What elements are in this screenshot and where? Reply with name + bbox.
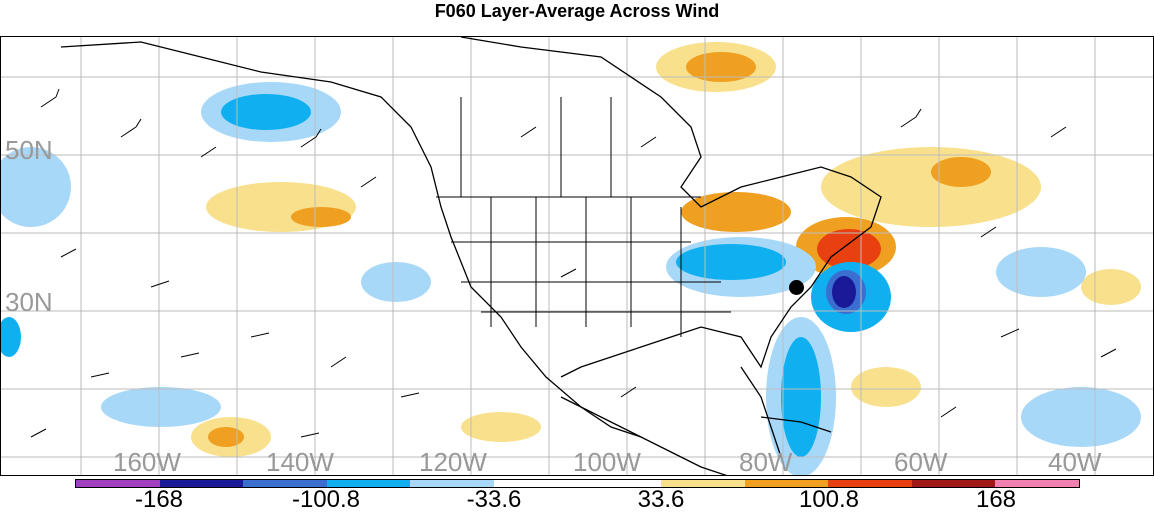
colorbar-segment [493,480,578,487]
lon-label-160w: 160W [113,447,181,476]
map-canvas [1,37,1153,475]
coastlines [60,37,882,475]
colorbar-label-neg33-6: -33.6 [466,486,522,513]
colorbar-segment [326,480,411,487]
colorbar-label-168: 168 [975,486,1017,513]
lon-label-140w: 140W [266,447,334,476]
lon-label-120w: 120W [419,447,487,476]
lon-label-100w: 100W [573,447,641,476]
colorbar-segment [410,480,494,487]
colorbar-segment [76,480,160,487]
lat-label-30n: 30N [5,287,53,317]
colorbar-segment [577,480,662,487]
anomaly-shading [1,42,1141,475]
colorbar-label-neg168: -168 [134,486,184,513]
colorbar-segment [911,480,996,487]
map-title: F060 Layer-Average Across Wind [434,1,720,21]
colorbar-label-100-8: 100.8 [798,486,860,513]
lon-label-60w: 60W [894,447,948,476]
colorbar-segment [744,480,829,487]
lon-label-80w: 80W [739,447,793,476]
colorbar-label-neg100-8: -100.8 [291,486,361,513]
lat-label-50n: 50N [5,135,53,165]
lon-label-40w: 40W [1048,447,1102,476]
political-borders [436,97,731,337]
colorbar-segment [159,480,244,487]
colorbar-label-33-6: 33.6 [637,486,685,513]
colorbar-segment [828,480,912,487]
colorbar [75,479,1080,488]
location-marker [789,280,804,295]
colorbar-segment [995,480,1079,487]
colorbar-segment [661,480,745,487]
wind-barbs [30,88,1117,438]
colorbar-segment [243,480,327,487]
graticule [1,37,1153,475]
weather-map: 50N 30N 160W 140W 120W 100W 80W 60W 40W [0,36,1154,476]
